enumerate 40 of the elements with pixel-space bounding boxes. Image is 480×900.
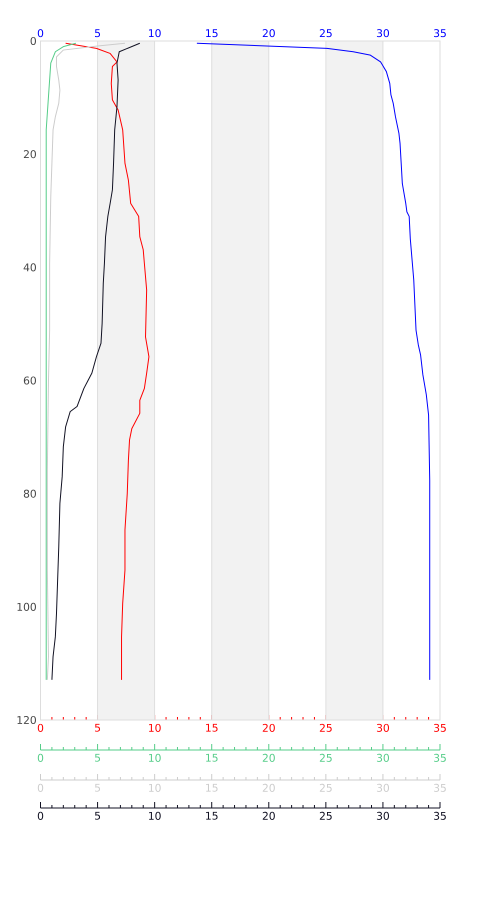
x-tick-label: 20 xyxy=(262,754,275,762)
x-tick-label: 10 xyxy=(149,29,161,38)
y-tick-label: 20 xyxy=(24,150,36,158)
x-tick-label: 15 xyxy=(206,754,218,762)
x2-tick-label: 25 xyxy=(320,724,332,732)
x2-tick-label: 15 xyxy=(206,724,218,732)
x-tick-label: 20 xyxy=(262,29,275,38)
y-tick-label: 60 xyxy=(24,376,36,385)
x-tick-label: 15 xyxy=(206,29,218,38)
y-tick-label: 100 xyxy=(17,602,36,611)
x-tick-label: 25 xyxy=(320,754,332,762)
x-tick-label: 0 xyxy=(38,754,44,762)
x-tick-label: 10 xyxy=(149,754,161,762)
x2-tick-label: 10 xyxy=(149,724,161,732)
x-tick-label: 25 xyxy=(320,29,332,38)
x2-tick-label: 20 xyxy=(262,724,275,732)
x2-tick-label: 5 xyxy=(94,724,100,732)
x-tick-label: 5 xyxy=(94,754,100,762)
y-tick-label: 40 xyxy=(24,263,36,272)
x-tick-label: 35 xyxy=(434,29,446,38)
x-tick-label: 5 xyxy=(94,29,100,38)
y-tick-label: 0 xyxy=(30,36,36,46)
x-tick-label: 35 xyxy=(434,754,446,762)
y-tick-label: 80 xyxy=(24,490,36,498)
x-tick-label: 30 xyxy=(376,29,390,38)
line-series xyxy=(65,42,150,680)
y-tick-label: 120 xyxy=(17,716,36,724)
x-tick-label: 15 xyxy=(206,812,218,820)
x-tick-label: 5 xyxy=(94,812,100,820)
x-tick-label: 0 xyxy=(38,29,44,38)
x-tick-label: 25 xyxy=(320,812,332,820)
x-tick-label: 20 xyxy=(262,812,275,820)
x2-tick-label: 0 xyxy=(38,724,44,732)
x-tick-label: 10 xyxy=(149,812,161,820)
x2-tick-label: 35 xyxy=(434,724,446,732)
x-tick-label: 0 xyxy=(38,812,44,820)
x2-tick-label: 30 xyxy=(376,724,390,732)
x-tick-label: 30 xyxy=(376,812,390,820)
x-tick-label: 35 xyxy=(434,812,446,820)
x-tick-label: 30 xyxy=(376,754,390,762)
